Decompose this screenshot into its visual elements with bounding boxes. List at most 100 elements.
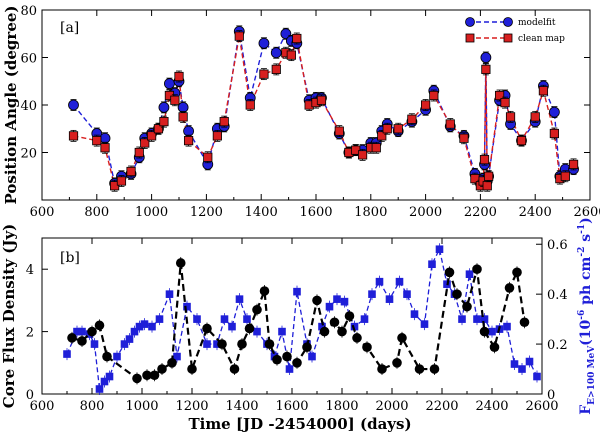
panel-a-point-cleanmap[interactable]: [271, 64, 281, 74]
panel-b-gamma-point[interactable]: [488, 327, 496, 336]
panel-a-point-cleanmap[interactable]: [445, 119, 455, 129]
panel-b-gamma-point[interactable]: [228, 322, 236, 331]
panel-b-core-flux-point[interactable]: [229, 364, 240, 374]
panel-a-point-cleanmap[interactable]: [234, 31, 244, 41]
panel-a-point-cleanmap[interactable]: [334, 126, 344, 136]
panel-b-core-flux-point[interactable]: [392, 358, 402, 368]
panel-b-gamma-point[interactable]: [420, 320, 429, 328]
panel-a-point-cleanmap[interactable]: [407, 114, 417, 124]
panel-a-point-cleanmap[interactable]: [183, 136, 194, 146]
panel-b-gamma-point[interactable]: [360, 315, 369, 323]
panel-a-point-cleanmap[interactable]: [146, 131, 157, 141]
panel-a-point-cleanmap[interactable]: [530, 112, 540, 122]
panel-b-gamma-point[interactable]: [480, 315, 489, 323]
panel-a-point-cleanmap[interactable]: [159, 117, 169, 127]
panel-b-core-flux-point[interactable]: [167, 358, 177, 368]
panel-b-core-flux-point[interactable]: [157, 364, 167, 374]
panel-a-point-cleanmap[interactable]: [153, 124, 164, 134]
panel-b-gamma-point[interactable]: [340, 297, 349, 306]
panel-a-point-cleanmap[interactable]: [245, 100, 255, 110]
panel-b-gamma-point[interactable]: [120, 340, 129, 348]
panel-b-gamma-point[interactable]: [253, 327, 261, 336]
panel-b-core-flux-point[interactable]: [377, 364, 387, 374]
panel-b-core-flux-point[interactable]: [237, 339, 247, 349]
panel-b-gamma-point[interactable]: [140, 320, 149, 328]
panel-b-gamma-point[interactable]: [243, 315, 251, 323]
panel-b-gamma-point[interactable]: [525, 357, 534, 366]
panel-a-point-cleanmap[interactable]: [459, 133, 469, 143]
panel-b-core-flux-point[interactable]: [337, 326, 347, 337]
panel-a-point-cleanmap[interactable]: [420, 100, 431, 110]
panel-a-point-cleanmap[interactable]: [178, 112, 188, 122]
panel-b-gamma-point[interactable]: [285, 365, 294, 373]
panel-a-point-cleanmap[interactable]: [259, 69, 269, 79]
panel-a-point-cleanmap[interactable]: [219, 117, 229, 127]
panel-b-core-flux-point[interactable]: [352, 333, 362, 343]
panel-b-core-flux-point[interactable]: [282, 351, 292, 362]
panel-b-gamma-point[interactable]: [510, 360, 519, 368]
panel-b-gamma-point[interactable]: [428, 260, 436, 269]
panel-a-legend[interactable]: modelfit clean map: [465, 17, 566, 45]
panel-b-gamma-point[interactable]: [503, 322, 511, 331]
panel-a-point-modelfit[interactable]: [158, 101, 170, 113]
panel-b-core-flux-point[interactable]: [77, 336, 87, 346]
panel-b-gamma-point[interactable]: [135, 322, 144, 331]
panel-b-gamma-point[interactable]: [375, 277, 384, 286]
panel-b-core-flux-point[interactable]: [452, 289, 462, 299]
panel-b-gamma-point[interactable]: [203, 340, 211, 348]
panel-b-core-flux-point[interactable]: [462, 301, 472, 312]
panel-b-core-flux-point[interactable]: [362, 342, 372, 353]
panel-a-point-cleanmap[interactable]: [316, 95, 327, 105]
panel-b-gamma-point[interactable]: [385, 295, 394, 303]
panel-b-core-flux-point[interactable]: [217, 339, 227, 349]
panel-b-gamma-point[interactable]: [148, 322, 156, 331]
panel-b-gamma-point[interactable]: [293, 287, 301, 296]
panel-a-point-modelfit[interactable]: [177, 101, 189, 113]
panel-a-point-cleanmap[interactable]: [482, 181, 492, 191]
panel-a-point-modelfit[interactable]: [164, 78, 175, 90]
panel-b-core-flux-point[interactable]: [312, 295, 322, 306]
panel-b-gamma-point[interactable]: [105, 372, 114, 381]
panel-b-gamma-point[interactable]: [130, 327, 139, 336]
panel-b-core-flux-point[interactable]: [414, 364, 425, 374]
panel-b-core-flux-point[interactable]: [444, 267, 455, 278]
panel-b-core-flux-point[interactable]: [472, 264, 482, 275]
panel-a-point-cleanmap[interactable]: [568, 159, 579, 169]
panel-b-gamma-point[interactable]: [435, 245, 444, 254]
panel-b-core-flux-point[interactable]: [244, 323, 255, 334]
panel-a-point-cleanmap[interactable]: [164, 90, 175, 101]
panel-a-point-cleanmap[interactable]: [140, 138, 150, 148]
panel-b-gamma-point[interactable]: [95, 385, 104, 393]
panel-b-core-flux-point[interactable]: [175, 258, 186, 268]
panel-b-gamma-point[interactable]: [90, 340, 99, 348]
panel-a-point-modelfit[interactable]: [280, 28, 292, 40]
panel-a-point-cleanmap[interactable]: [292, 33, 302, 44]
panel-b-core-flux-point[interactable]: [479, 326, 490, 337]
panel-a-point-cleanmap[interactable]: [382, 124, 392, 134]
panel-b-core-flux-point[interactable]: [292, 358, 302, 368]
panel-a-point-cleanmap[interactable]: [174, 71, 184, 82]
panel-b-core-flux-point[interactable]: [252, 304, 262, 315]
panel-b-gamma-point[interactable]: [395, 277, 404, 286]
panel-b-core-flux-point[interactable]: [67, 333, 77, 343]
panel-a-point-modelfit[interactable]: [68, 99, 79, 111]
panel-b-gamma-point[interactable]: [410, 310, 419, 318]
panel-a-point-cleanmap[interactable]: [538, 86, 549, 96]
panel-b-core-flux-point[interactable]: [94, 320, 105, 331]
panel-a-point-cleanmap[interactable]: [92, 136, 102, 146]
panel-a-point-cleanmap[interactable]: [494, 90, 505, 101]
panel-b-gamma-point[interactable]: [173, 352, 181, 361]
panel-b-core-flux-point[interactable]: [489, 342, 500, 353]
panel-b-gamma-point[interactable]: [73, 327, 81, 336]
panel-b-gamma-point[interactable]: [213, 340, 221, 348]
panel-a-point-cleanmap[interactable]: [516, 136, 527, 146]
panel-b-gamma-point[interactable]: [193, 315, 201, 323]
panel-b-core-flux-point[interactable]: [344, 311, 355, 321]
panel-a-point-cleanmap[interactable]: [110, 181, 120, 191]
panel-b-core-flux-point[interactable]: [302, 342, 312, 353]
panel-b-gamma-point[interactable]: [333, 295, 341, 303]
panel-a-point-cleanmap[interactable]: [100, 143, 110, 153]
panel-b-gamma-point[interactable]: [308, 352, 316, 361]
panel-b-gamma-point[interactable]: [113, 352, 121, 361]
panel-a-point-cleanmap[interactable]: [212, 131, 222, 141]
